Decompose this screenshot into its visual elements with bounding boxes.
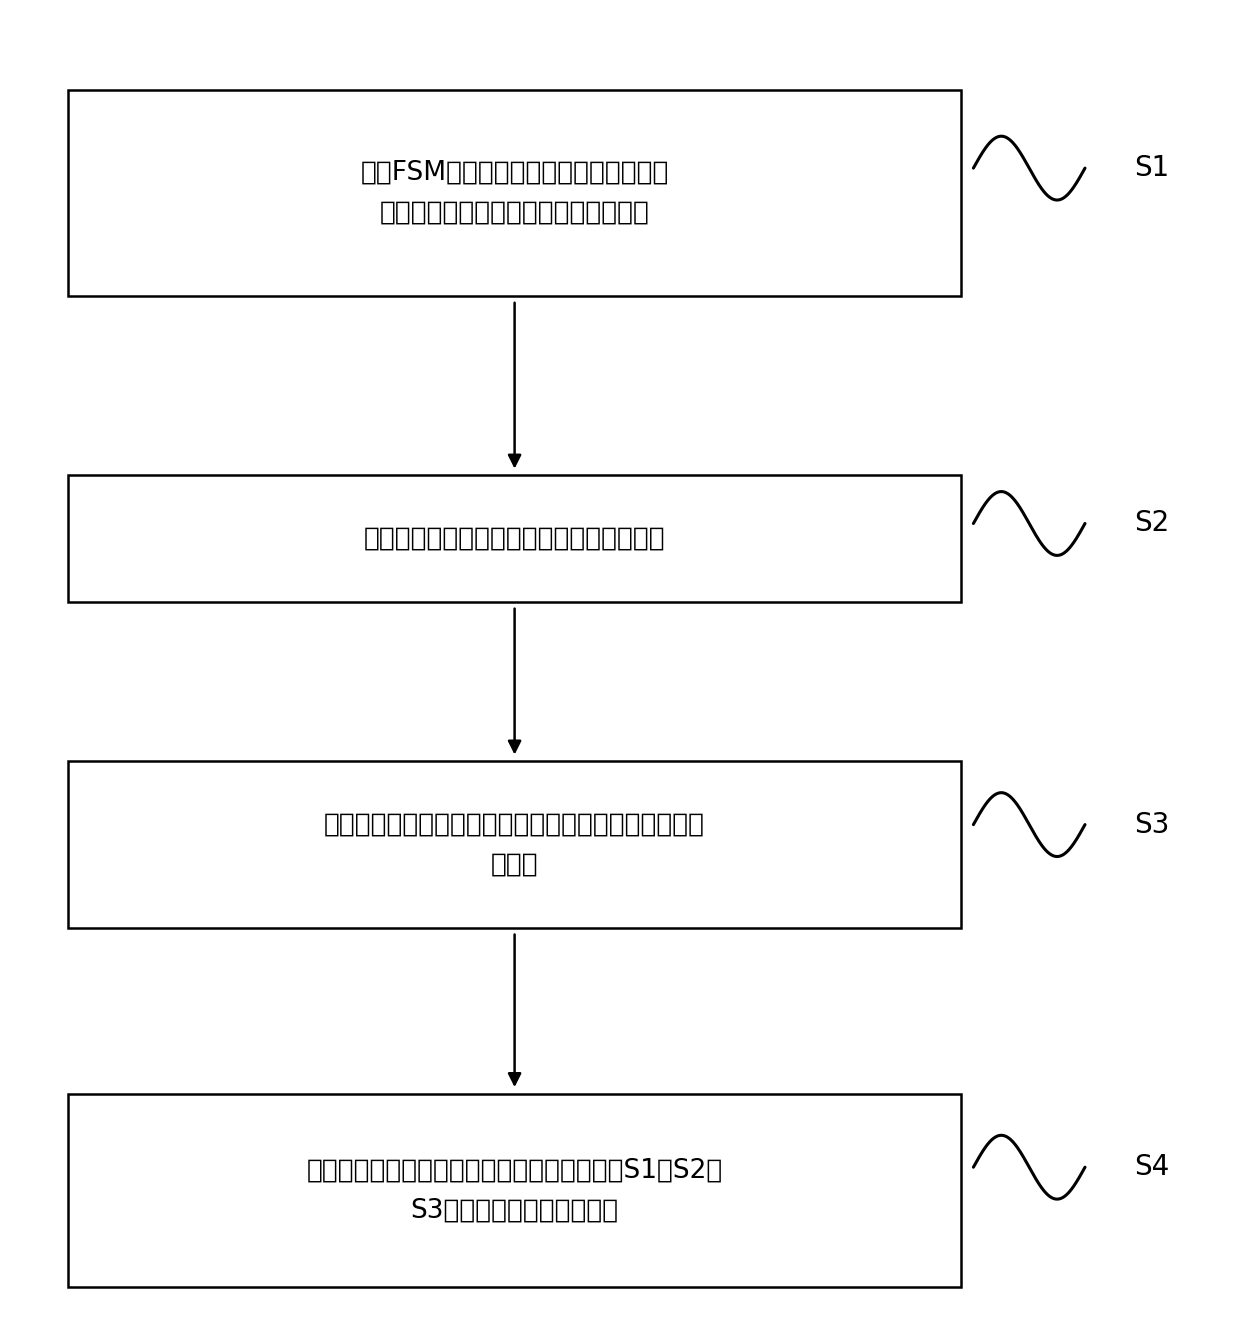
Text: 控制FSM以设定步长调节发射光的角度，
以设定时间间隔在设定范围内进行扫描: 控制FSM以设定步长调节发射光的角度， 以设定时间间隔在设定范围内进行扫描 xyxy=(361,160,668,226)
Bar xyxy=(68,89,961,295)
Text: S3: S3 xyxy=(1135,810,1171,839)
Text: 根据校准精度要求，减小设定步长，重复步骤S1、S2、
S3，直到满足校准精度要求: 根据校准精度要求，减小设定步长，重复步骤S1、S2、 S3，直到满足校准精度要求 xyxy=(306,1157,723,1224)
Bar xyxy=(68,476,961,601)
Bar xyxy=(68,761,961,928)
Text: S4: S4 xyxy=(1135,1153,1169,1181)
Text: S2: S2 xyxy=(1135,509,1169,537)
Text: S1: S1 xyxy=(1135,154,1169,182)
Bar xyxy=(68,1093,961,1287)
Text: 控制发射光使其沿回波功率峰值点对应的发射光角度进
行发射: 控制发射光使其沿回波功率峰值点对应的发射光角度进 行发射 xyxy=(324,811,706,878)
Text: 比较得到回波功率峰值点对应的发射光角度: 比较得到回波功率峰值点对应的发射光角度 xyxy=(363,525,666,552)
